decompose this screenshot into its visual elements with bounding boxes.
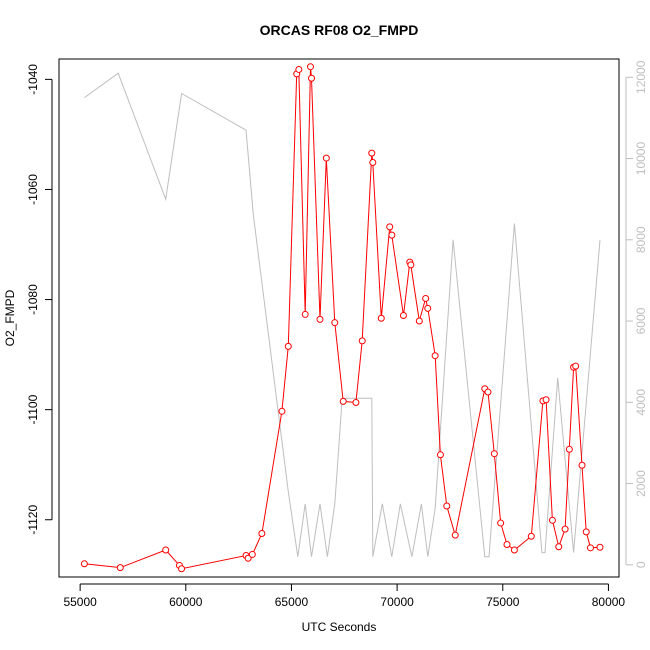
- o2-fmpd-data-point: [451, 531, 459, 539]
- y2-tick-label: 0: [634, 561, 648, 568]
- y-tick-label: -1040: [26, 64, 40, 95]
- y-axis-label: O2_FMPD: [3, 289, 17, 346]
- o2-fmpd-data-point: [301, 310, 309, 318]
- o2-fmpd-data-point: [431, 352, 439, 360]
- y-tick-label: -1060: [26, 174, 40, 205]
- o2-fmpd-data-point: [424, 304, 432, 312]
- o2-fmpd-data-point: [422, 294, 430, 302]
- y-tick-label: -1100: [26, 394, 40, 424]
- o2-fmpd-data-point: [582, 528, 590, 536]
- o2-fmpd-data-point: [527, 532, 535, 540]
- y2-tick-label: 12000: [634, 60, 648, 94]
- o2-fmpd-data-point: [388, 231, 396, 239]
- o2-fmpd-data-point: [578, 461, 586, 469]
- o2-fmpd-data-point: [306, 63, 314, 71]
- secondary-series-line: [84, 72, 601, 558]
- o2-fmpd-data-point: [258, 530, 266, 538]
- o2-fmpd-data-point: [510, 546, 518, 554]
- x-tick-label: 70000: [380, 595, 414, 609]
- o2-fmpd-data-point: [443, 502, 451, 510]
- o2-fmpd-data-point: [248, 550, 256, 558]
- o2-fmpd-data-point: [497, 519, 505, 527]
- o2-fmpd-data-point: [358, 337, 366, 345]
- x-tick-label: 65000: [275, 595, 309, 609]
- y2-tick-label: 6000: [634, 307, 648, 334]
- o2-fmpd-data-point: [116, 564, 124, 572]
- o2-fmpd-data-point: [399, 312, 407, 320]
- y-tick-label: -1120: [26, 505, 40, 535]
- o2-fmpd-series-line: [84, 66, 601, 570]
- o2-fmpd-data-point: [244, 554, 252, 562]
- o2-fmpd-data-point: [369, 158, 377, 166]
- o2-fmpd-data-point: [331, 319, 339, 327]
- o2-fmpd-data-point: [415, 317, 423, 325]
- o2-fmpd-data-point: [295, 65, 303, 73]
- chart-title: ORCAS RF08 O2_FMPD: [260, 22, 419, 38]
- o2-fmpd-data-point: [542, 396, 550, 404]
- o2-fmpd-data-point: [322, 154, 330, 162]
- o2-fmpd-data-point: [368, 149, 376, 157]
- o2-fmpd-data-point: [548, 516, 556, 524]
- o2-fmpd-data-point: [178, 565, 186, 573]
- y2-tick-label: 10000: [634, 142, 648, 176]
- o2-fmpd-data-point: [316, 315, 324, 323]
- o2-fmpd-data-point: [407, 261, 415, 269]
- o2-fmpd-data-point: [386, 223, 394, 231]
- o2-fmpd-data-point: [278, 407, 286, 415]
- y2-tick-label: 4000: [634, 389, 648, 416]
- o2-fmpd-data-point: [377, 314, 385, 322]
- axes-layer: 55000 60000 65000 70000 75000 80000-1120-1100…: [26, 60, 648, 609]
- series-layer: [80, 63, 604, 573]
- o2-fmpd-data-point: [339, 397, 347, 405]
- x-tick-label: 80000: [592, 595, 626, 609]
- o2-fmpd-data-point: [162, 546, 170, 554]
- o2-fmpd-data-point: [80, 560, 88, 568]
- o2-fmpd-data-point: [490, 450, 498, 458]
- o2-fmpd-data-point: [503, 541, 511, 549]
- o2-fmpd-data-point: [484, 388, 492, 396]
- o2-fmpd-data-point: [352, 398, 360, 406]
- o2-fmpd-data-point: [561, 525, 569, 533]
- x-tick-label: 75000: [486, 595, 520, 609]
- o2-fmpd-data-point: [586, 544, 594, 552]
- o2-fmpd-data-point: [284, 342, 292, 350]
- plot-frame: [58, 58, 620, 578]
- y2-tick-label: 8000: [634, 226, 648, 253]
- x-tick-label: 60000: [169, 595, 203, 609]
- o2-fmpd-data-point: [565, 445, 573, 453]
- y2-tick-label: 2000: [634, 470, 648, 497]
- o2-fmpd-data-point: [572, 362, 580, 370]
- o2-fmpd-data-point: [555, 543, 563, 551]
- o2-fmpd-data-point: [436, 451, 444, 459]
- x-axis-label: UTC Seconds: [302, 620, 377, 634]
- x-tick-label: 55000: [63, 595, 97, 609]
- o2-fmpd-data-point: [308, 74, 316, 82]
- y-tick-label: -1080: [26, 284, 40, 315]
- o2-fmpd-data-point: [596, 543, 604, 551]
